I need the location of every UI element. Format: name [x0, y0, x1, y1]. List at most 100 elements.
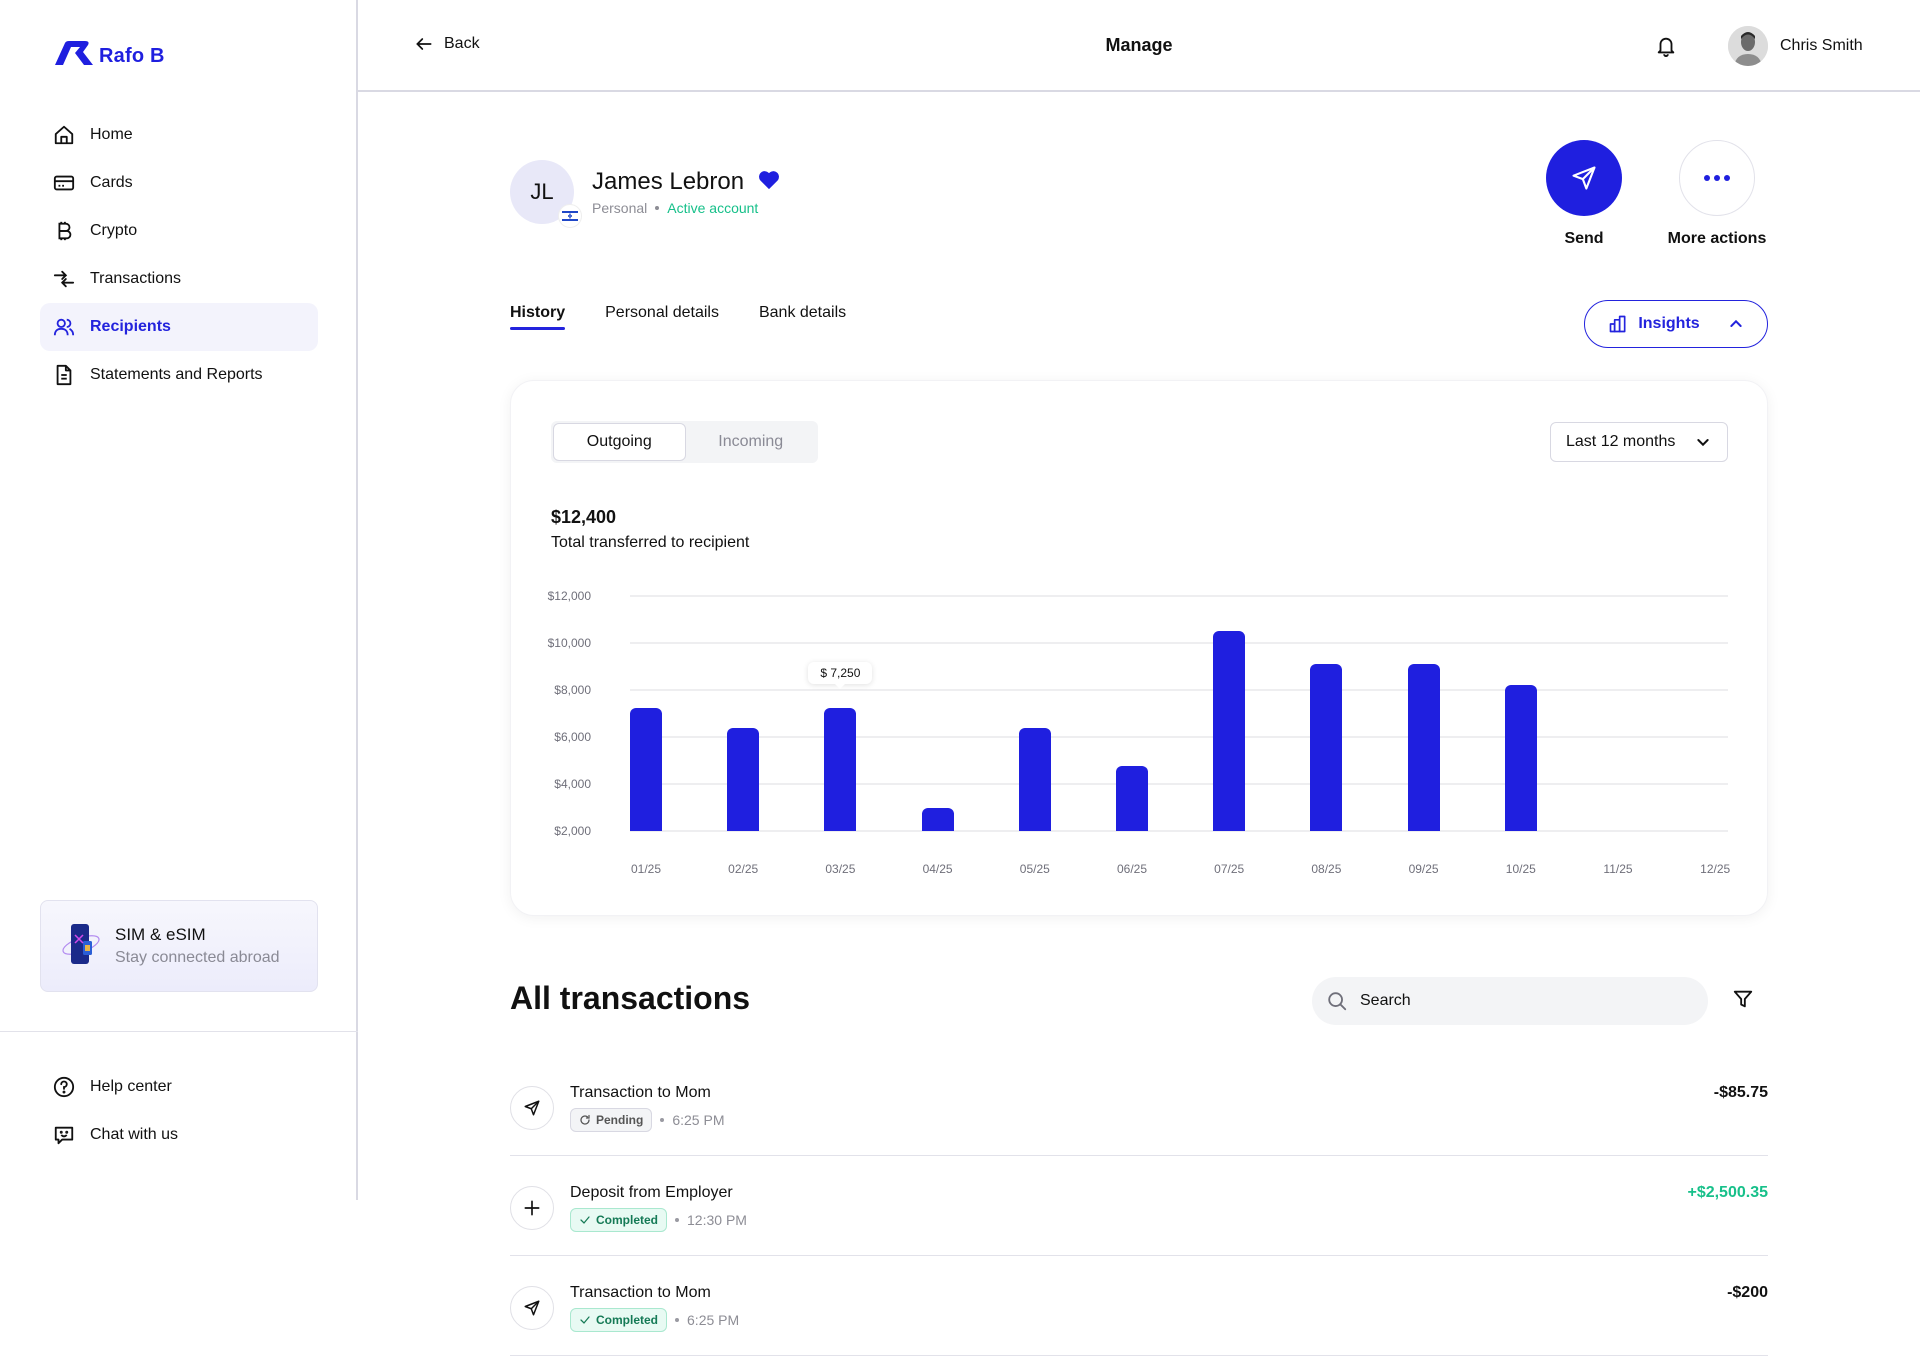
sidebar-item-statements[interactable]: Statements and Reports: [40, 351, 318, 399]
status-text: Completed: [596, 1213, 659, 1227]
x-axis-tick: 11/25: [1603, 862, 1633, 876]
sidebar-item-help-center[interactable]: Help center: [40, 1063, 318, 1111]
chevron-down-icon: [1697, 439, 1709, 447]
transaction-row[interactable]: Transaction to Mom Pending 6:25 PM -$85.…: [510, 1056, 1768, 1156]
avatar: [1728, 26, 1768, 66]
sidebar-item-label: Recipients: [90, 318, 171, 335]
x-axis-tick: 02/25: [728, 862, 759, 876]
sidebar-item-label: Statements and Reports: [90, 366, 263, 383]
sidebar-support-nav: Help center Chat with us: [40, 1063, 318, 1159]
tab-personal-details[interactable]: Personal details: [605, 304, 719, 321]
sidebar-item-transactions[interactable]: Transactions: [40, 255, 318, 303]
y-axis-tick: $6,000: [554, 730, 591, 744]
top-header: Back Manage Chris Smith: [358, 0, 1920, 92]
sidebar: Rafo B Home Cards Crypto Transactions: [0, 0, 358, 1200]
transaction-amount: -$200: [1727, 1284, 1768, 1301]
chart-bar-01-25[interactable]: [630, 707, 662, 831]
user-menu[interactable]: Chris Smith: [1728, 26, 1863, 66]
help-circle-icon: [53, 1076, 75, 1098]
brand-name: Rafo B: [99, 45, 165, 67]
sim-esim-promo[interactable]: SIM & eSIM Stay connected abroad: [40, 900, 318, 992]
status-text: Completed: [596, 1313, 659, 1327]
sidebar-item-recipients[interactable]: Recipients: [40, 303, 318, 351]
more-dots-icon: [1704, 175, 1730, 181]
filter-button[interactable]: [1732, 988, 1754, 1015]
back-button[interactable]: Back: [414, 34, 480, 54]
home-icon: [53, 124, 75, 146]
chevron-up-icon: [1730, 319, 1742, 327]
chart-bar-09-25[interactable]: [1407, 664, 1440, 831]
user-name: Chris Smith: [1780, 37, 1863, 54]
send-paper-plane-icon: [510, 1086, 554, 1130]
insights-toggle-button[interactable]: Insights: [1584, 300, 1768, 348]
separator-dot: [675, 1218, 680, 1222]
chart-bar-05-25[interactable]: [1018, 727, 1051, 831]
send-label: Send: [1564, 230, 1604, 247]
status-badge-completed: Completed: [570, 1208, 668, 1232]
check-icon: [580, 1316, 590, 1324]
chart-bar-04-25[interactable]: [921, 807, 954, 831]
send-button[interactable]: [1546, 140, 1622, 216]
gridline: [630, 830, 1728, 832]
recipient-name: James Lebron: [592, 168, 745, 195]
transaction-time: 6:25 PM: [672, 1112, 725, 1128]
arrow-left-icon: [416, 38, 432, 50]
x-axis-tick: 10/25: [1505, 862, 1536, 876]
transaction-row[interactable]: Deposit from Employer Completed 12:30 PM…: [510, 1156, 1768, 1256]
status-text: Pending: [596, 1113, 644, 1127]
sidebar-nav: Home Cards Crypto Transactions Recipient…: [40, 111, 318, 399]
refresh-icon: [580, 1114, 590, 1125]
insights-label: Insights: [1638, 315, 1700, 332]
recipient-tabs: History Personal details Bank details: [510, 304, 846, 330]
transaction-time: 12:30 PM: [687, 1212, 747, 1228]
chart-bar-08-25[interactable]: [1310, 664, 1343, 831]
y-axis-tick: $4,000: [554, 777, 591, 791]
gridline: [630, 783, 1728, 785]
logo-mark-icon: [55, 41, 93, 65]
notifications-button[interactable]: [1655, 34, 1677, 63]
promo-title: SIM & eSIM: [115, 925, 206, 944]
segment-outgoing[interactable]: Outgoing: [553, 423, 686, 461]
x-axis-tick: 09/25: [1408, 862, 1439, 876]
send-action: Send: [1524, 140, 1644, 248]
y-axis-tick: $2,000: [554, 824, 591, 838]
sidebar-item-crypto[interactable]: Crypto: [40, 207, 318, 255]
recipient-initials: JL: [530, 179, 554, 204]
transaction-amount: +$2,500.35: [1687, 1184, 1768, 1201]
more-actions-button[interactable]: [1679, 140, 1755, 216]
chart-bar-02-25[interactable]: [727, 727, 760, 831]
tab-history[interactable]: History: [510, 304, 566, 330]
sidebar-item-chat[interactable]: Chat with us: [40, 1111, 318, 1159]
bar-chart: $12,000 $10,000 $8,000 $6,000 $4,000 $2,000 01…: [511, 381, 1767, 915]
favorite-heart-icon[interactable]: [758, 170, 780, 195]
account-status: Active account: [667, 200, 759, 216]
search-input[interactable]: [1360, 992, 1660, 1010]
date-range-select[interactable]: Last 12 months: [1550, 422, 1728, 462]
segment-incoming[interactable]: Incoming: [718, 433, 784, 450]
bar-chart-icon: [1609, 315, 1626, 333]
transactions-heading: All transactions: [510, 980, 751, 1016]
sidebar-item-home[interactable]: Home: [40, 111, 318, 159]
chart-bar-07-25[interactable]: [1213, 631, 1246, 831]
israel-flag-icon: [558, 204, 582, 228]
send-paper-plane-icon: [510, 1286, 554, 1330]
transaction-name: Deposit from Employer: [570, 1184, 733, 1201]
document-icon: [53, 364, 75, 386]
chart-bar-03-25[interactable]: [824, 707, 857, 831]
sidebar-divider: [0, 1031, 358, 1032]
sidebar-item-label: Cards: [90, 174, 133, 191]
chart-bar-06-25[interactable]: [1116, 766, 1148, 831]
sidebar-item-cards[interactable]: Cards: [40, 159, 318, 207]
chart-bar-10-25[interactable]: [1504, 685, 1537, 831]
transaction-amount: -$85.75: [1713, 1084, 1768, 1101]
tab-bank-details[interactable]: Bank details: [758, 304, 847, 321]
total-label: Total transferred to recipient: [551, 534, 750, 551]
recipient-type: Personal: [592, 200, 648, 216]
bell-icon: [1657, 37, 1675, 57]
x-axis-tick: 07/25: [1214, 862, 1245, 876]
transaction-row[interactable]: Transaction to Mom Completed 6:25 PM -$2…: [510, 1256, 1768, 1356]
status-badge-pending: Pending: [570, 1108, 653, 1132]
brand-logo[interactable]: Rafo B: [53, 40, 165, 66]
transaction-name: Transaction to Mom: [570, 1084, 711, 1101]
chart-tooltip: $ 7,250: [808, 661, 873, 689]
